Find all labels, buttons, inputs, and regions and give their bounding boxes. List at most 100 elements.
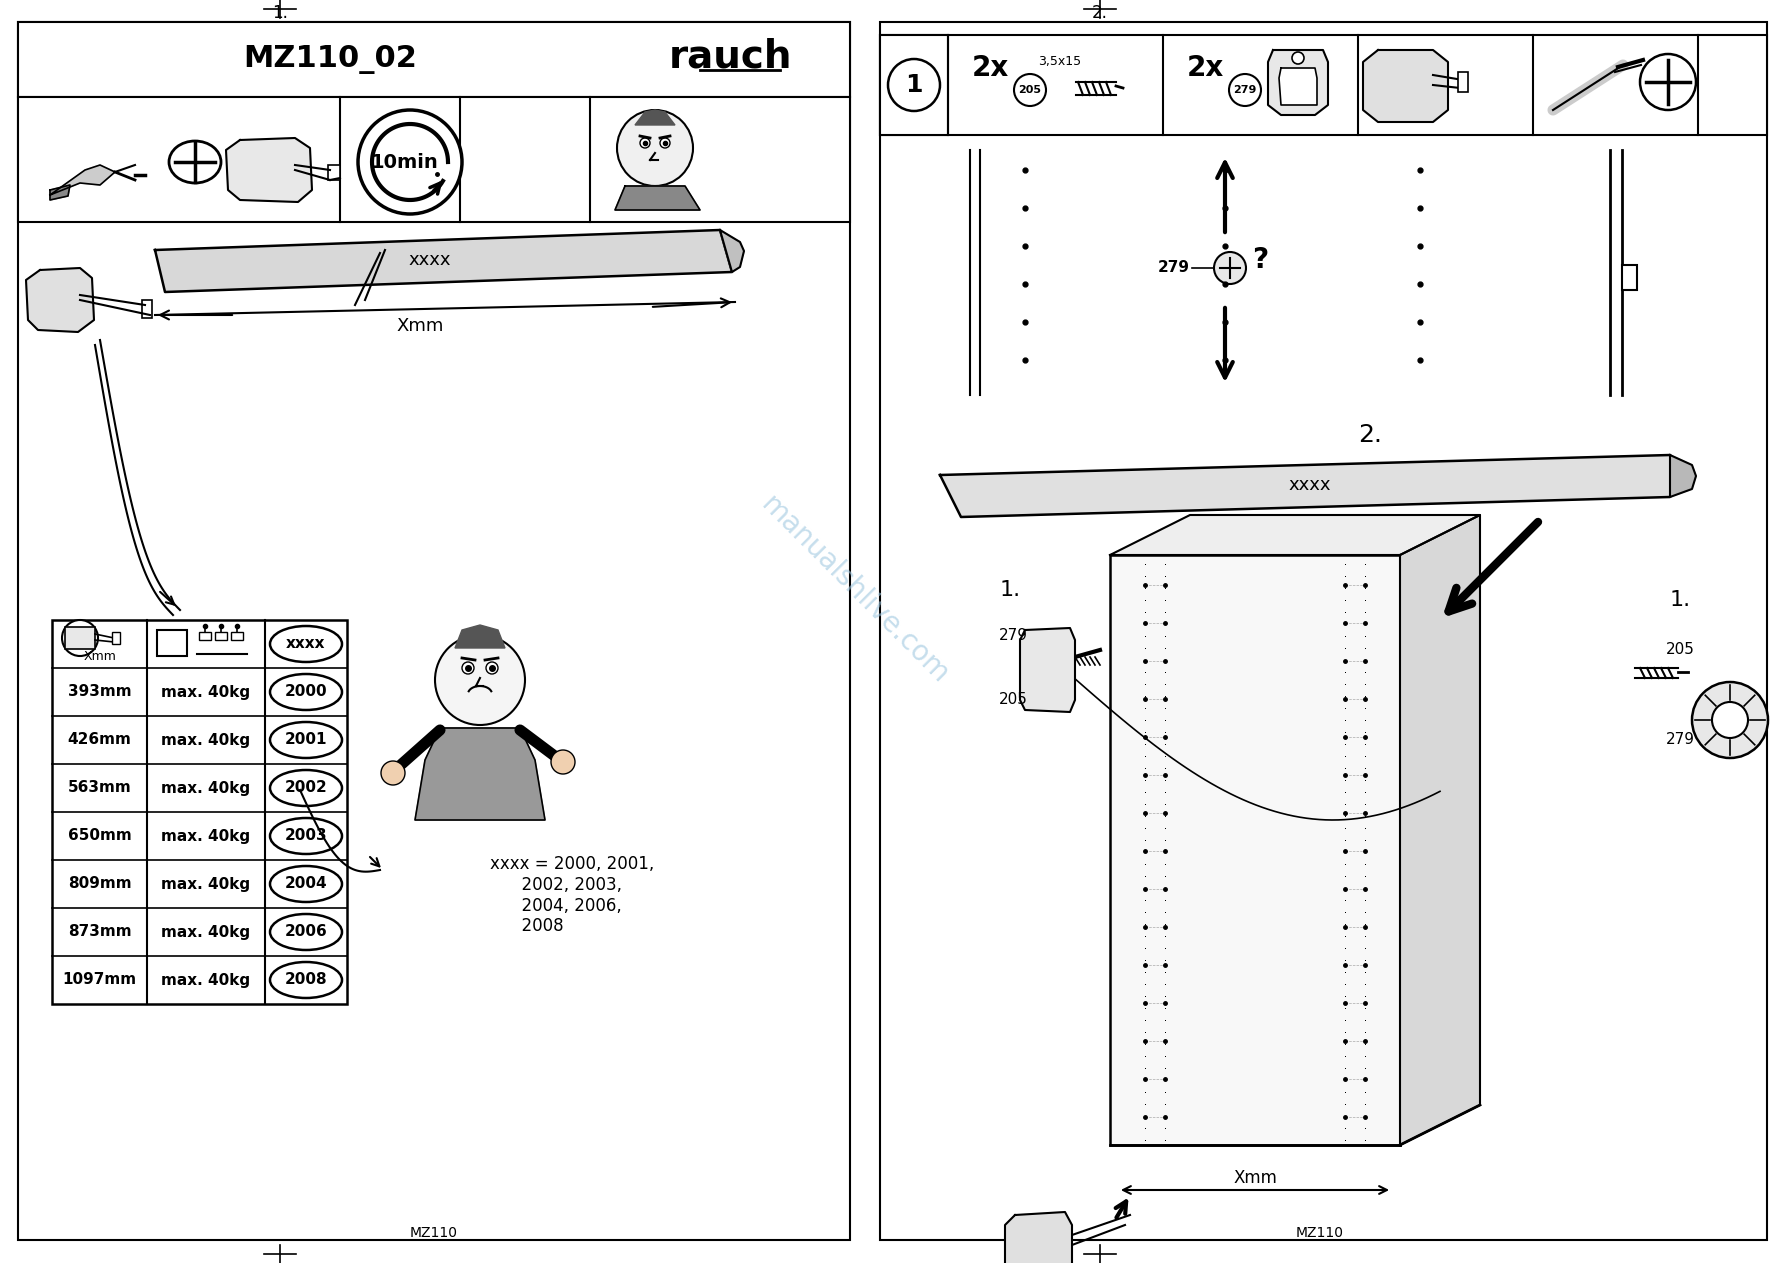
Bar	[880, 21, 1767, 1240]
Polygon shape	[50, 184, 70, 200]
Polygon shape	[1110, 515, 1480, 554]
Polygon shape	[50, 165, 114, 195]
Text: xxxx: xxxx	[286, 637, 325, 652]
Text: 809mm: 809mm	[68, 877, 132, 892]
Text: 2x: 2x	[971, 54, 1009, 82]
Bar	[214, 632, 227, 640]
Bar	[1623, 265, 1637, 290]
Polygon shape	[227, 138, 312, 202]
Polygon shape	[1267, 51, 1328, 115]
Bar	[328, 165, 339, 181]
Text: 2008: 2008	[284, 973, 327, 988]
Ellipse shape	[270, 866, 343, 902]
Text: 2004: 2004	[284, 877, 327, 892]
Polygon shape	[1364, 51, 1448, 123]
Text: MZ110_02: MZ110_02	[243, 44, 418, 73]
Text: Xmm: Xmm	[84, 649, 116, 663]
Polygon shape	[1671, 455, 1696, 498]
Text: 1.: 1.	[1669, 590, 1690, 610]
Ellipse shape	[270, 674, 343, 710]
Polygon shape	[455, 625, 505, 648]
Text: 563mm: 563mm	[68, 781, 132, 796]
Text: 2001: 2001	[286, 733, 327, 748]
Text: Xmm: Xmm	[1233, 1170, 1276, 1187]
Circle shape	[486, 662, 498, 674]
Circle shape	[1712, 702, 1748, 738]
Text: 205: 205	[1665, 643, 1694, 658]
Circle shape	[436, 635, 525, 725]
Text: 2002: 2002	[284, 781, 327, 796]
Text: Xmm: Xmm	[396, 317, 444, 335]
Text: 1: 1	[905, 73, 923, 97]
Bar	[143, 301, 152, 318]
Text: 1097mm: 1097mm	[62, 973, 137, 988]
Bar	[157, 630, 187, 655]
Bar	[230, 632, 243, 640]
Text: max. 40kg: max. 40kg	[161, 877, 250, 892]
Circle shape	[1041, 685, 1057, 700]
Text: 2x: 2x	[1187, 54, 1225, 82]
Text: MZ110: MZ110	[411, 1226, 459, 1240]
Ellipse shape	[270, 770, 343, 806]
Bar	[1110, 554, 1399, 1146]
Text: 279: 279	[1233, 85, 1257, 95]
Circle shape	[552, 750, 575, 774]
Text: 279: 279	[1665, 733, 1694, 748]
Text: max. 40kg: max. 40kg	[161, 973, 250, 988]
Circle shape	[660, 138, 669, 148]
Text: 650mm: 650mm	[68, 829, 132, 844]
Text: 2.: 2.	[1358, 423, 1382, 447]
Text: 2003: 2003	[284, 829, 327, 844]
Text: 2.: 2.	[1092, 4, 1108, 21]
Polygon shape	[616, 186, 700, 210]
Text: 1.: 1.	[1000, 580, 1021, 600]
Bar	[18, 21, 850, 97]
Text: 205: 205	[998, 692, 1028, 707]
Text: 1.: 1.	[271, 4, 287, 21]
Ellipse shape	[170, 141, 221, 183]
Text: 393mm: 393mm	[68, 685, 132, 700]
Circle shape	[1014, 75, 1046, 106]
Ellipse shape	[270, 962, 343, 998]
Text: 279: 279	[998, 628, 1028, 643]
Text: 873mm: 873mm	[68, 925, 132, 940]
Circle shape	[462, 662, 475, 674]
Text: max. 40kg: max. 40kg	[161, 781, 250, 796]
Text: 10min: 10min	[371, 153, 439, 172]
Circle shape	[618, 110, 693, 186]
Polygon shape	[1399, 515, 1480, 1146]
Text: max. 40kg: max. 40kg	[161, 829, 250, 844]
Bar	[880, 35, 1767, 135]
Polygon shape	[1019, 628, 1075, 712]
Bar	[18, 97, 850, 222]
Circle shape	[1692, 682, 1767, 758]
Circle shape	[887, 59, 941, 111]
Text: max. 40kg: max. 40kg	[161, 685, 250, 700]
Text: xxxx: xxxx	[409, 251, 452, 269]
Text: ?: ?	[1251, 246, 1267, 274]
Ellipse shape	[270, 722, 343, 758]
Circle shape	[380, 762, 405, 786]
Polygon shape	[414, 727, 544, 820]
Circle shape	[1640, 54, 1696, 110]
Text: xxxx: xxxx	[1289, 476, 1332, 494]
Text: 279: 279	[1158, 260, 1191, 275]
Polygon shape	[155, 230, 732, 292]
Text: 2006: 2006	[284, 925, 327, 940]
Circle shape	[1292, 52, 1305, 64]
Bar	[64, 626, 95, 649]
Text: manualshlive.com: manualshlive.com	[755, 490, 955, 690]
Ellipse shape	[270, 914, 343, 950]
Circle shape	[62, 620, 98, 655]
Text: 426mm: 426mm	[68, 733, 132, 748]
Polygon shape	[635, 110, 675, 125]
Circle shape	[1230, 75, 1260, 106]
Polygon shape	[1280, 68, 1317, 105]
Text: rauch: rauch	[668, 38, 793, 76]
Text: MZ110: MZ110	[1296, 1226, 1344, 1240]
Bar	[18, 21, 850, 1240]
Text: 2000: 2000	[284, 685, 327, 700]
Circle shape	[359, 110, 462, 213]
Polygon shape	[941, 455, 1689, 517]
Bar	[112, 632, 120, 644]
